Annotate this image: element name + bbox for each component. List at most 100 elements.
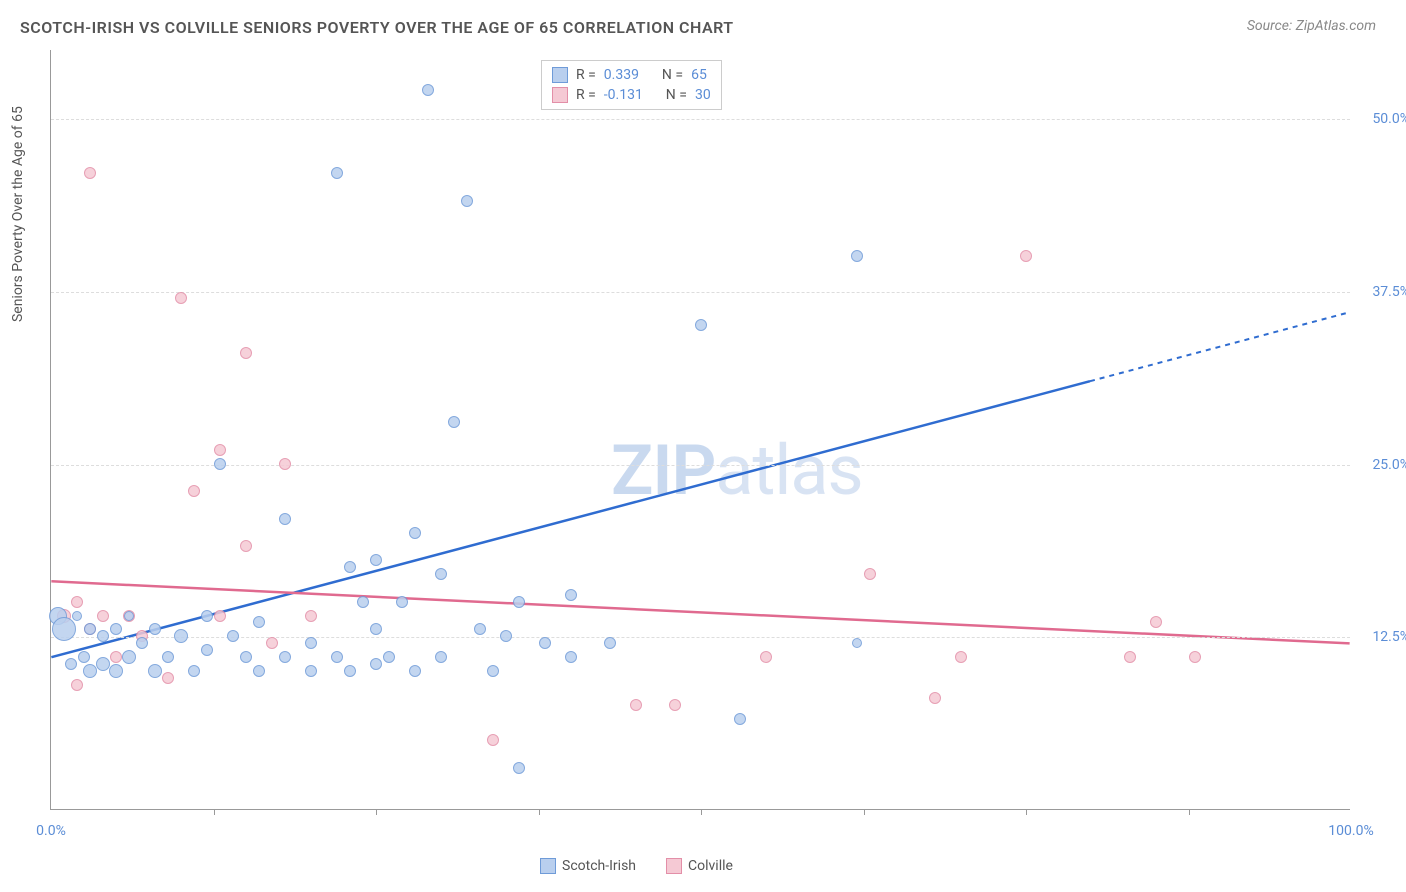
scotch-irish-point [852,638,862,648]
scotch-irish-point [279,513,291,525]
scotch-irish-point [78,651,90,663]
colville-point [71,596,83,608]
colville-point [1150,616,1162,628]
swatch-colville [552,87,568,103]
gridline [51,119,1350,120]
xtick-label: 100.0% [1328,823,1373,839]
scotch-irish-point [162,651,174,663]
scotch-irish-point [695,319,707,331]
scotch-irish-point [122,650,136,664]
colville-point [71,679,83,691]
scotch-irish-point [383,651,395,663]
gridline [51,637,1350,638]
scotch-irish-point [279,651,291,663]
scotch-irish-point [435,568,447,580]
colville-point [240,540,252,552]
xtick [701,809,702,815]
scotch-irish-point [253,665,265,677]
scotch-irish-point [513,596,525,608]
scotch-irish-point [240,651,252,663]
scotch-irish-point [565,589,577,601]
scotch-irish-point [513,762,525,774]
scotch-irish-point [331,167,343,179]
scotch-irish-point [227,630,239,642]
swatch-scotch-irish [552,67,568,83]
colville-point [214,610,226,622]
watermark: ZIPatlas [611,430,863,512]
trend-lines [51,50,1350,809]
scotch-irish-point [409,527,421,539]
colville-point [1189,651,1201,663]
scotch-irish-point [83,664,97,678]
colville-point [760,651,772,663]
xtick [376,809,377,815]
colville-point [84,167,96,179]
colville-point [630,699,642,711]
xtick [864,809,865,815]
colville-point [669,699,681,711]
colville-point [266,637,278,649]
gridline [51,292,1350,293]
scotch-irish-point [148,664,162,678]
colville-point [188,485,200,497]
ytick-label: 37.5% [1355,284,1406,300]
scotch-irish-point [370,554,382,566]
scotch-irish-point [448,416,460,428]
colville-point [929,692,941,704]
scotch-irish-point [201,610,213,622]
scotch-irish-point [214,458,226,470]
colville-point [1124,651,1136,663]
ytick-label: 50.0% [1355,111,1406,127]
scotch-irish-point [110,623,122,635]
swatch-colville-bottom [666,858,682,874]
colville-point [1020,250,1032,262]
scotch-irish-point [422,84,434,96]
colville-point [214,444,226,456]
series-legend: Scotch-Irish Colville [540,858,733,874]
scotch-irish-point [370,658,382,670]
scotch-irish-point [136,637,148,649]
chart-title: SCOTCH-IRISH VS COLVILLE SENIORS POVERTY… [20,18,734,37]
scotch-irish-point [487,665,499,677]
stat-legend: R = 0.339 N = 65 R = -0.131 N = 30 [541,60,722,110]
colville-point [864,568,876,580]
scotch-irish-point [188,665,200,677]
scotch-irish-point [72,611,82,621]
scotch-irish-point [461,195,473,207]
scotch-irish-point [344,561,356,573]
scotch-irish-point [344,665,356,677]
xtick [1189,809,1190,815]
scotch-irish-point [357,596,369,608]
colville-point [97,610,109,622]
colville-point [955,651,967,663]
scotch-irish-point [435,651,447,663]
colville-point [240,347,252,359]
scotch-irish-point [734,713,746,725]
colville-point [305,610,317,622]
scotch-irish-point [174,629,188,643]
plot-area: ZIPatlas R = 0.339 N = 65 R = -0.131 N =… [50,50,1350,810]
colville-point [175,292,187,304]
ytick-label: 12.5% [1355,629,1406,645]
scotch-irish-point [149,623,161,635]
scotch-irish-point [305,665,317,677]
xtick [214,809,215,815]
gridline [51,465,1350,466]
source-label: Source: ZipAtlas.com [1247,18,1376,34]
xtick [539,809,540,815]
colville-point [279,458,291,470]
scotch-irish-point [331,651,343,663]
scotch-irish-point [65,658,77,670]
scotch-irish-point [474,623,486,635]
scotch-irish-point [500,630,512,642]
scotch-irish-point [370,623,382,635]
stat-row-colville: R = -0.131 N = 30 [552,85,711,105]
scotch-irish-point [604,637,616,649]
xtick-label: 0.0% [36,823,66,839]
colville-point [487,734,499,746]
scotch-irish-point [305,637,317,649]
scotch-irish-point [84,623,96,635]
stat-row-scotch-irish: R = 0.339 N = 65 [552,65,711,85]
scotch-irish-point [409,665,421,677]
ytick-label: 25.0% [1355,457,1406,473]
